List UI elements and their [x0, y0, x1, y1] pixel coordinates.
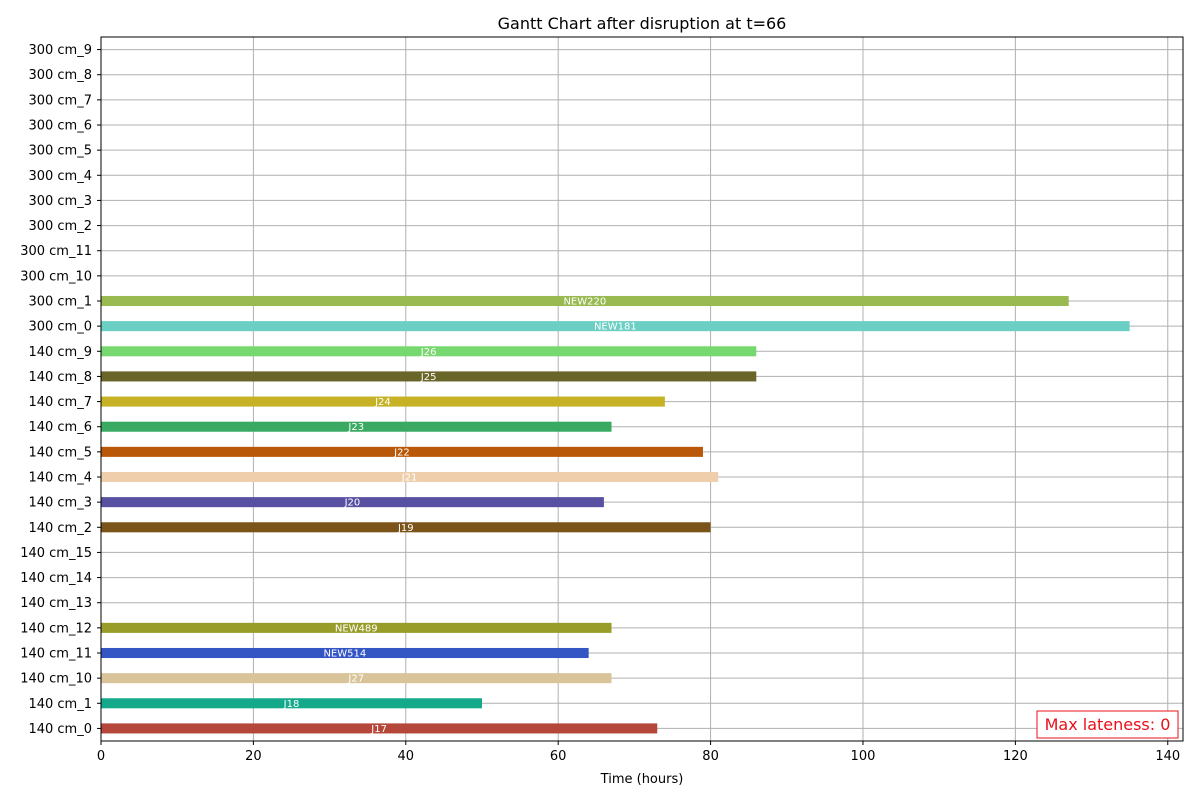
y-axis-ticks: 140 cm_0 140 cm_1 140 cm_10 140 cm_11 140 cm…	[20, 43, 101, 737]
bar-label: J23	[347, 422, 364, 433]
bar-label: J27	[347, 674, 364, 685]
y-tick-label: 140 cm_9	[28, 345, 92, 360]
bar-layer: J17 J18 J27 NEW514 NEW489 J19 J20 J21 J22 J23 J24 J…	[101, 295, 1130, 735]
y-tick-label: 140 cm_8	[28, 370, 92, 385]
annotation-text: Max lateness: 0	[1045, 715, 1171, 734]
annotation-box	[1036, 710, 1179, 739]
gantt-bar-j23	[101, 421, 612, 432]
bar-label: NEW514	[323, 649, 366, 660]
y-tick-label: 140 cm_2	[28, 521, 92, 536]
bar-label: NEW220	[563, 297, 606, 308]
y-tick-label: 140 cm_11	[20, 647, 92, 662]
x-tick-label: 60	[550, 749, 567, 764]
y-tick-label: 300 cm_9	[28, 43, 92, 58]
gantt-bar-new514	[101, 647, 589, 659]
plot-area-frame	[100, 36, 1184, 742]
gantt-bar-j22	[101, 446, 703, 457]
y-tick-label: 300 cm_11	[20, 244, 92, 259]
x-axis-ticks: 0 20 40 60 80 100 120 140	[97, 741, 1180, 764]
gantt-bar-j27	[101, 673, 612, 684]
y-tick-label: 300 cm_4	[28, 169, 92, 184]
gantt-bar-j25	[101, 371, 757, 382]
gantt-bar-j20	[101, 497, 604, 508]
gantt-bar-j18	[101, 698, 482, 709]
y-tick-label: 300 cm_10	[20, 269, 92, 284]
bar-label: J18	[283, 699, 300, 710]
gantt-bar-new220	[101, 295, 1069, 307]
x-tick-label: 20	[245, 749, 262, 764]
x-tick-label: 100	[851, 749, 876, 764]
gantt-bar-new489	[101, 622, 612, 633]
y-tick-label: 300 cm_2	[28, 219, 92, 234]
bar-label: J21	[401, 473, 418, 484]
x-axis-label: Time (hours)	[600, 772, 684, 787]
bar-label: J25	[420, 372, 437, 383]
y-tick-label: 140 cm_5	[28, 445, 92, 460]
grid-layer	[100, 37, 1183, 741]
y-tick-label: 300 cm_0	[28, 320, 92, 335]
max-lateness-annotation: Max lateness: 0	[1036, 710, 1179, 739]
x-tick-label: 140	[1155, 749, 1180, 764]
y-tick-label: 300 cm_8	[28, 68, 92, 83]
y-tick-label: 140 cm_7	[28, 395, 92, 410]
x-tick-label: 80	[702, 749, 719, 764]
gantt-bar-j21	[101, 471, 719, 483]
y-tick-label: 300 cm_6	[28, 119, 92, 134]
x-tick-label: 120	[1003, 749, 1028, 764]
y-tick-label: 140 cm_12	[20, 621, 92, 636]
gantt-bar-j17	[101, 723, 658, 734]
bar-label: J20	[344, 498, 361, 509]
y-tick-label: 300 cm_1	[28, 295, 92, 310]
y-tick-label: 140 cm_13	[20, 596, 92, 611]
bar-label: NEW489	[335, 623, 378, 634]
y-tick-label: 140 cm_3	[28, 496, 92, 511]
y-tick-label: 140 cm_6	[28, 420, 92, 435]
x-tick-label: 40	[398, 749, 415, 764]
gantt-bar-j26	[101, 346, 757, 357]
y-tick-label: 140 cm_4	[28, 471, 92, 486]
chart-title: Gantt Chart after disruption at t=66	[498, 14, 787, 33]
y-tick-label: 140 cm_1	[28, 697, 92, 712]
bar-label: NEW181	[594, 322, 637, 333]
y-tick-label: 140 cm_10	[20, 672, 92, 687]
y-tick-label: 300 cm_3	[28, 194, 92, 209]
y-tick-label: 140 cm_15	[20, 546, 92, 561]
y-tick-label: 140 cm_0	[28, 722, 92, 737]
x-tick-label: 0	[97, 749, 105, 764]
bar-label: J17	[370, 724, 387, 735]
gantt-bar-new181	[101, 321, 1130, 332]
bar-label: J22	[393, 447, 410, 458]
bar-label: J24	[374, 397, 391, 408]
gantt-bar-j19	[101, 522, 711, 533]
bar-label: J19	[397, 523, 414, 534]
y-tick-label: 300 cm_5	[28, 144, 92, 159]
y-tick-label: 300 cm_7	[28, 93, 92, 108]
gantt-bar-j24	[101, 396, 665, 407]
y-tick-label: 140 cm_14	[20, 571, 92, 586]
bar-label: J26	[420, 347, 437, 358]
